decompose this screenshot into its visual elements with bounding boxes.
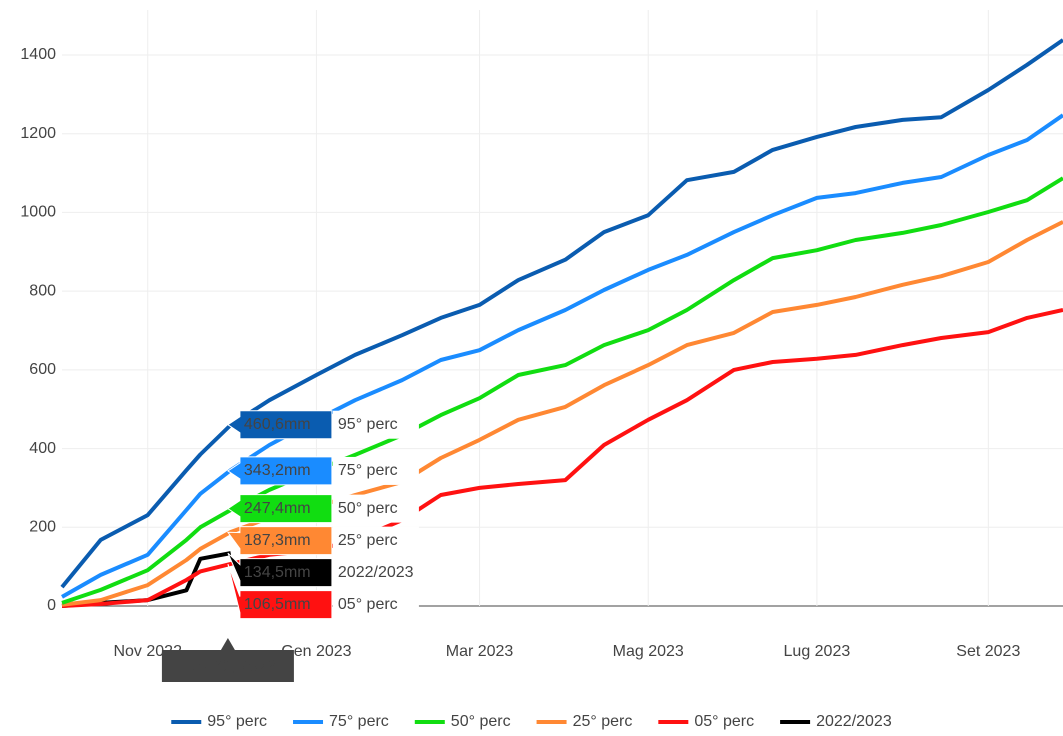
hover-box [227,494,333,524]
hover-box [227,563,333,620]
hover-value: 187,3mm [244,532,311,549]
series-line [60,38,1063,589]
hover-name: 2022/2023 [338,564,414,581]
hover-name-bg [332,410,419,439]
y-tick-label: 800 [29,282,56,299]
hover-box [227,456,333,486]
hover-name: 75° perc [338,462,398,479]
y-tick-label: 1000 [20,204,56,221]
hover-name: 50° perc [338,500,398,517]
hover-name-bg [332,456,419,485]
x-tick-label: Gen 2023 [281,643,351,660]
y-tick-label: 200 [29,519,56,536]
hover-name-bg [332,590,419,619]
hover-box [227,410,333,440]
hover-name-bg [332,558,419,587]
hover-value: 247,4mm [244,500,311,517]
hover-box [227,552,333,588]
x-tick-label: Set 2023 [956,643,1020,660]
hover-name: 25° perc [338,532,398,549]
hover-name-bg [332,494,419,523]
hover-name-bg [332,526,419,555]
legend-label[interactable]: 2022/2023 [816,713,892,730]
y-tick-label: 600 [29,361,56,378]
hover-x-pointer [220,638,235,650]
y-tick-label: 0 [47,597,56,614]
hover-layer: 460,6mm 95° perc 343,2mm 75° perc 247,4mm 50°… [161,410,419,682]
hover-x-label: Nov 30, 2022 [180,658,275,675]
series-line [61,220,1063,607]
y-tick-label: 1200 [20,125,56,142]
y-tick-label: 1400 [20,46,56,63]
hover-value: 134,5mm [244,564,311,581]
x-tick-label: Lug 2023 [784,643,851,660]
plot-lines [60,38,1063,608]
legend[interactable]: 95° perc 75° perc 50° perc 25° perc 05° perc… [171,713,892,730]
hover-value: 106,5mm [244,596,311,613]
hover-box [226,526,333,556]
series-line [61,308,1063,608]
legend-label[interactable]: 05° perc [694,713,754,730]
legend-label[interactable]: 25° perc [573,713,633,730]
legend-label[interactable]: 75° perc [329,713,389,730]
hover-x-box [161,650,294,682]
series-line [61,176,1063,605]
hover-name: 05° perc [338,596,398,613]
hover-value: 460,6mm [244,416,311,433]
series-line [61,113,1063,599]
x-tick-label: Mag 2023 [613,643,684,660]
hover-value: 343,2mm [244,462,311,479]
legend-label[interactable]: 50° perc [451,713,511,730]
y-tick-label: 400 [29,440,56,457]
hover-name: 95° perc [338,416,398,433]
series-line [61,551,232,608]
legend-label[interactable]: 95° perc [207,713,267,730]
x-tick-label: Mar 2023 [446,643,514,660]
